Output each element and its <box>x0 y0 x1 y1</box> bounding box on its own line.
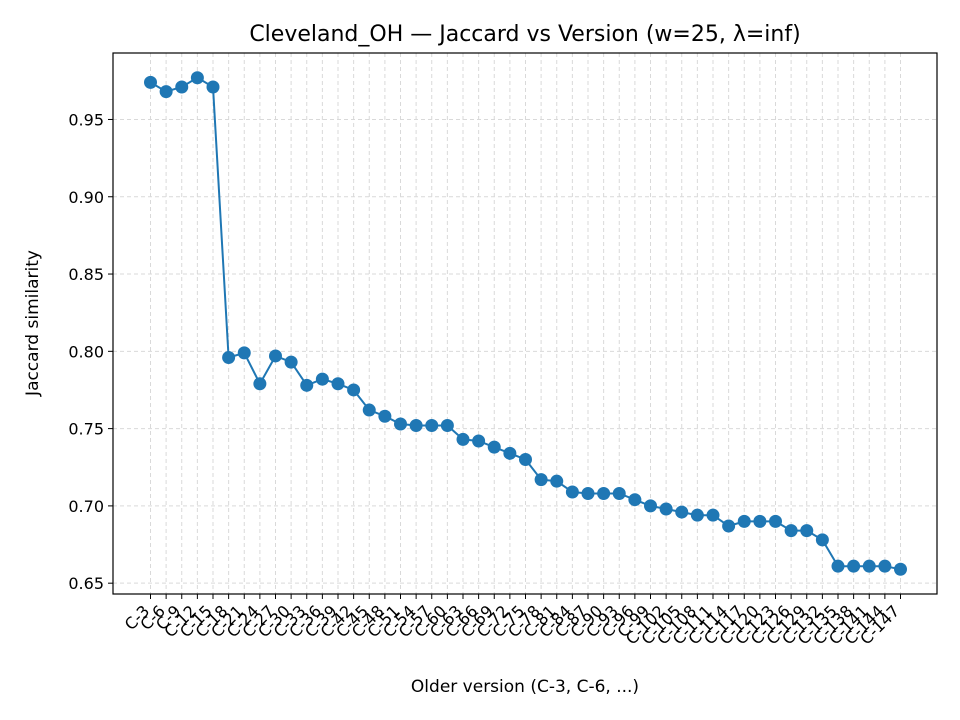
plot-frame <box>112 52 938 595</box>
y-tick-label: 0.75 <box>68 420 104 439</box>
y-tick-label: 0.90 <box>68 188 104 207</box>
data-point <box>362 403 376 417</box>
data-point <box>737 514 751 528</box>
y-axis-ticks: 0.65 0.70 0.75 0.80 0.85 0.90 0.95 <box>68 110 113 593</box>
data-point <box>378 409 392 423</box>
data-point <box>440 419 454 433</box>
data-point <box>597 487 611 501</box>
data-point <box>175 80 189 94</box>
data-point <box>237 346 251 360</box>
data-point <box>675 505 689 519</box>
data-point <box>878 559 892 573</box>
data-point <box>253 377 267 391</box>
grid-lines <box>113 53 937 594</box>
data-point <box>519 453 532 467</box>
data-point <box>847 559 861 573</box>
data-point <box>831 559 845 573</box>
data-point <box>800 524 814 538</box>
data-point <box>347 383 361 397</box>
data-point <box>206 80 220 94</box>
data-point <box>222 351 236 365</box>
data-point <box>284 355 298 369</box>
y-tick-label: 0.80 <box>68 342 104 361</box>
series-line-group <box>144 71 907 576</box>
data-point <box>144 75 157 89</box>
data-point <box>706 508 720 522</box>
data-point <box>534 473 548 487</box>
data-point <box>503 446 517 460</box>
data-point <box>894 562 907 576</box>
data-point <box>722 519 736 533</box>
data-point <box>394 417 407 431</box>
data-point <box>331 377 345 391</box>
data-point <box>315 372 329 386</box>
y-tick-label: 0.85 <box>68 265 104 284</box>
data-point <box>269 349 282 363</box>
y-tick-label: 0.95 <box>68 110 104 129</box>
data-point <box>425 419 439 433</box>
y-tick-label: 0.70 <box>68 497 104 516</box>
data-point <box>472 434 486 448</box>
x-axis-ticks: C-3C-6C-9C-12C-15C-18C-21C-24C-27C-30C-3… <box>121 594 903 648</box>
data-point <box>300 378 314 392</box>
data-point <box>659 502 673 516</box>
data-point <box>769 514 782 528</box>
chart-title: Cleveland_OH — Jaccard vs Version (w=25,… <box>249 22 800 47</box>
data-point <box>612 487 626 501</box>
data-point <box>628 493 642 507</box>
data-point <box>565 485 579 499</box>
data-point <box>190 71 204 85</box>
data-point <box>690 508 704 522</box>
data-point <box>581 487 595 501</box>
data-point <box>784 524 798 538</box>
data-point <box>862 559 876 573</box>
data-point <box>644 499 657 513</box>
data-point <box>550 474 564 488</box>
y-tick-label: 0.65 <box>68 574 104 593</box>
y-axis-label: Jaccard similarity <box>23 250 43 397</box>
data-point <box>456 432 470 446</box>
data-point <box>409 419 423 433</box>
data-point <box>753 514 767 528</box>
data-point <box>487 440 501 454</box>
x-axis-label: Older version (C-3, C-6, ...) <box>411 677 639 697</box>
data-point <box>815 533 829 547</box>
data-point <box>159 85 173 99</box>
